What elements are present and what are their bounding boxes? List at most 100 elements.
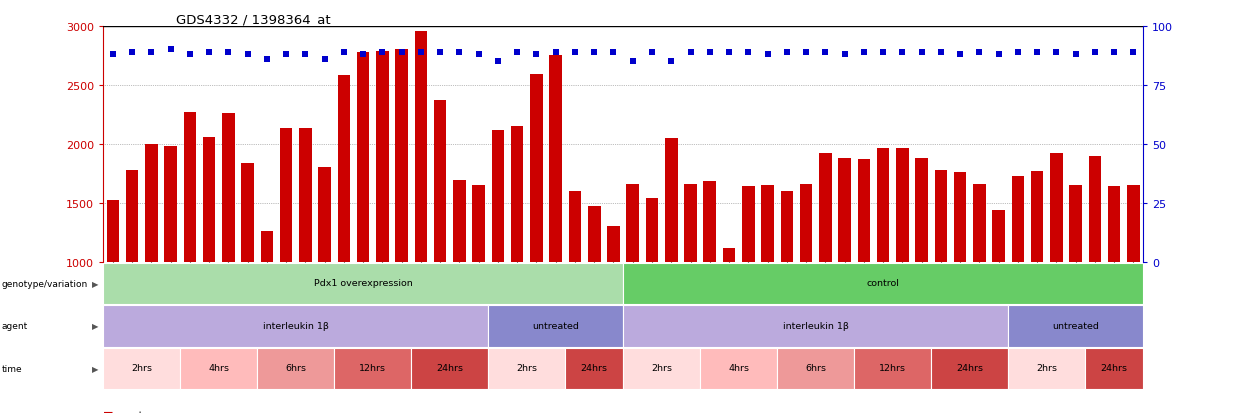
Bar (473, 185, 486, 262)
Bar (896, 149, 909, 262)
Bar (1011, 176, 1025, 262)
Bar (700, 349, 777, 389)
Text: 2hrs: 2hrs (131, 363, 152, 373)
Bar (1069, 185, 1082, 262)
Bar (646, 199, 659, 262)
Bar (203, 138, 215, 262)
Bar (974, 185, 986, 262)
Bar (260, 231, 273, 262)
Bar (608, 227, 620, 262)
Bar (453, 181, 466, 262)
Bar (1050, 154, 1062, 262)
Bar (915, 159, 928, 262)
Bar (549, 56, 561, 262)
Bar (624, 349, 700, 389)
Text: 12hrs: 12hrs (360, 363, 386, 373)
Text: 2hrs: 2hrs (651, 363, 672, 373)
Text: 2hrs: 2hrs (517, 363, 538, 373)
Text: 24hrs: 24hrs (1101, 363, 1128, 373)
Text: ▶: ▶ (92, 364, 98, 373)
Bar (588, 207, 600, 262)
Bar (107, 201, 120, 262)
Text: untreated: untreated (533, 321, 579, 330)
Bar (357, 53, 370, 262)
Bar (510, 127, 523, 262)
Bar (1031, 171, 1043, 262)
Bar (565, 349, 624, 389)
Bar (146, 145, 158, 262)
Bar (258, 349, 335, 389)
Bar (181, 349, 258, 389)
Text: untreated: untreated (1052, 321, 1099, 330)
Bar (1086, 349, 1143, 389)
Bar (103, 263, 624, 304)
Bar (626, 185, 639, 262)
Bar (723, 248, 736, 262)
Bar (411, 349, 488, 389)
Text: Pdx1 overexpression: Pdx1 overexpression (314, 278, 412, 287)
Text: 24hrs: 24hrs (436, 363, 463, 373)
Bar (685, 185, 697, 262)
Bar (1088, 156, 1101, 262)
Text: agent: agent (1, 322, 27, 331)
Bar (1008, 349, 1086, 389)
Bar (858, 160, 870, 262)
Text: 24hrs: 24hrs (956, 363, 984, 373)
Text: 4hrs: 4hrs (208, 363, 229, 373)
Bar (992, 210, 1005, 262)
Bar (569, 192, 581, 262)
Bar (415, 31, 427, 262)
Text: ▶: ▶ (92, 279, 98, 288)
Bar (280, 129, 293, 262)
Bar (854, 349, 931, 389)
Bar (299, 129, 311, 262)
Bar (488, 306, 624, 347)
Text: 24hrs: 24hrs (580, 363, 608, 373)
Bar (876, 149, 889, 262)
Text: 4hrs: 4hrs (728, 363, 749, 373)
Bar (435, 101, 447, 262)
Bar (335, 349, 411, 389)
Bar (931, 349, 1008, 389)
Bar (624, 263, 1143, 304)
Bar (488, 349, 565, 389)
Text: 6hrs: 6hrs (806, 363, 827, 373)
Bar (376, 52, 388, 262)
Bar (1108, 187, 1120, 262)
Text: ▶: ▶ (92, 322, 98, 331)
Bar (1127, 185, 1139, 262)
Bar (742, 187, 754, 262)
Text: GDS4332 / 1398364_at: GDS4332 / 1398364_at (176, 13, 331, 26)
Text: 6hrs: 6hrs (285, 363, 306, 373)
Text: time: time (1, 364, 22, 373)
Bar (337, 76, 350, 262)
Bar (935, 170, 947, 262)
Bar (396, 50, 408, 262)
Text: ■: ■ (103, 410, 113, 413)
Text: genotype/variation: genotype/variation (1, 279, 87, 288)
Bar (242, 163, 254, 262)
Bar (761, 185, 773, 262)
Text: interleukin 1β: interleukin 1β (783, 321, 849, 330)
Bar (838, 159, 850, 262)
Bar (492, 131, 504, 262)
Text: count: count (116, 410, 143, 413)
Bar (103, 306, 488, 347)
Bar (781, 192, 793, 262)
Text: 12hrs: 12hrs (879, 363, 906, 373)
Text: control: control (867, 278, 899, 287)
Text: 2hrs: 2hrs (1036, 363, 1057, 373)
Bar (665, 138, 677, 262)
Bar (954, 173, 966, 262)
Bar (222, 114, 235, 262)
Bar (777, 349, 854, 389)
Bar (1008, 306, 1143, 347)
Bar (126, 170, 138, 262)
Bar (103, 349, 181, 389)
Text: interleukin 1β: interleukin 1β (263, 321, 329, 330)
Bar (819, 154, 832, 262)
Bar (184, 113, 197, 262)
Bar (799, 185, 812, 262)
Bar (164, 147, 177, 262)
Bar (703, 182, 716, 262)
